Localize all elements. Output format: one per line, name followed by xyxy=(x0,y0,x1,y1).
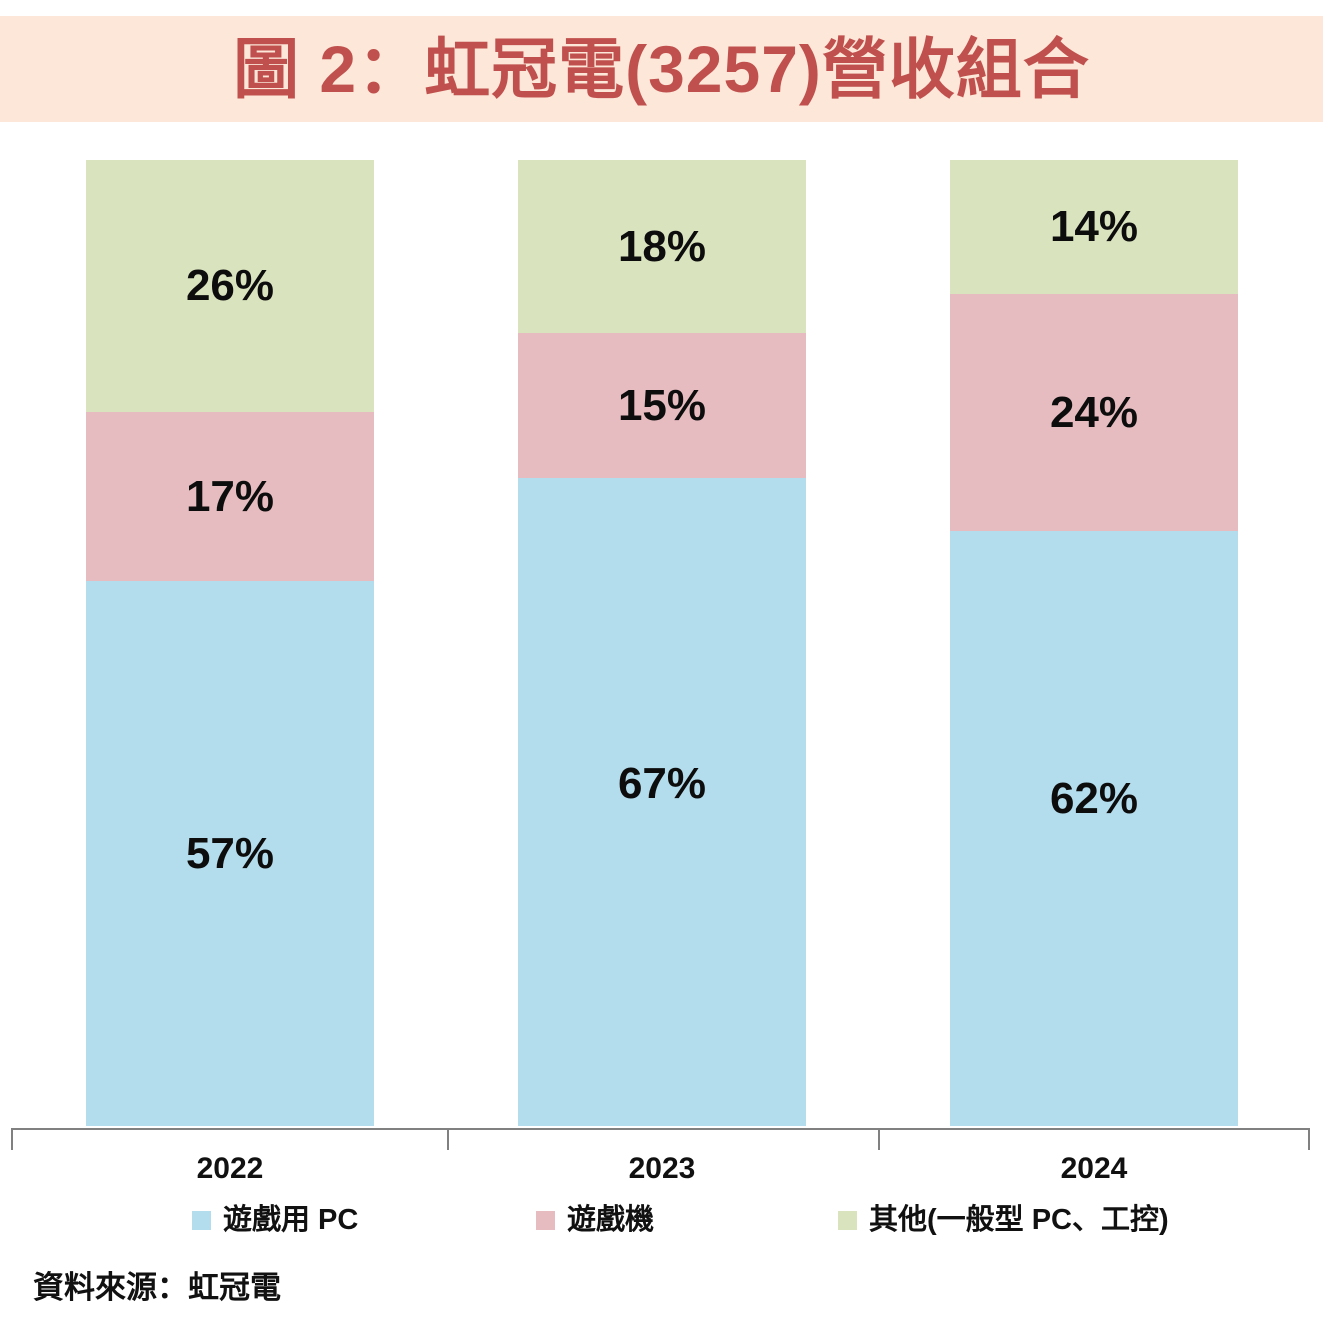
bar-segment-label: 57% xyxy=(185,828,275,878)
x-axis-tick-start xyxy=(11,1128,13,1150)
x-axis-tick-1 xyxy=(447,1128,449,1150)
bar-group-2023: 18% 15% 67% xyxy=(518,160,806,1126)
bar-segment-console-2024[interactable]: 24% xyxy=(950,294,1238,531)
title-banner: 圖 2：虹冠電(3257)營收組合 xyxy=(0,16,1323,122)
legend-swatch-icon xyxy=(838,1211,857,1230)
bar-segment-other-2023[interactable]: 18% xyxy=(518,160,806,333)
bar-segment-label: 67% xyxy=(617,759,707,808)
chart-plot-area: 26% 17% 57% 18% 15% 67% 14% 24% 62% xyxy=(0,122,1323,1132)
legend-item-gaming-pc[interactable]: 遊戲用 PC xyxy=(192,1206,358,1235)
chart-legend: 遊戲用 PC 遊戲機 其他(一般型 PC、工控) xyxy=(0,1206,1323,1248)
bar-segment-label: 17% xyxy=(185,471,275,521)
legend-item-label: 遊戲用 PC xyxy=(223,1204,359,1236)
bar-group-2022: 26% 17% 57% xyxy=(86,160,374,1126)
bar-segment-other-2022[interactable]: 26% xyxy=(86,160,374,412)
bar-segment-gamingpc-2023[interactable]: 67% xyxy=(518,478,806,1126)
bar-segment-label: 14% xyxy=(1049,202,1139,251)
legend-item-game-console[interactable]: 遊戲機 xyxy=(536,1206,654,1235)
bar-segment-label: 15% xyxy=(617,380,707,430)
x-axis-label-2022: 2022 xyxy=(196,1152,264,1185)
bar-segment-gamingpc-2024[interactable]: 62% xyxy=(950,531,1238,1126)
bar-segment-label: 18% xyxy=(617,221,707,271)
legend-item-label: 遊戲機 xyxy=(567,1204,655,1236)
x-axis-label-2023: 2023 xyxy=(628,1152,696,1185)
legend-swatch-icon xyxy=(536,1211,555,1230)
bar-segment-console-2023[interactable]: 15% xyxy=(518,333,806,478)
bar-segment-gamingpc-2022[interactable]: 57% xyxy=(86,581,374,1126)
x-axis-label-2024: 2024 xyxy=(1060,1152,1128,1185)
source-note: 資料來源：虹冠電 xyxy=(33,1270,281,1305)
x-axis-line xyxy=(11,1128,1310,1130)
x-axis-tick-2 xyxy=(878,1128,880,1150)
bar-segment-other-2024[interactable]: 14% xyxy=(950,160,1238,294)
bar-segment-label: 62% xyxy=(1049,773,1139,823)
bar-segment-label: 24% xyxy=(1049,387,1139,437)
bar-segment-console-2022[interactable]: 17% xyxy=(86,412,374,581)
legend-item-other[interactable]: 其他(一般型 PC、工控) xyxy=(838,1206,1169,1235)
page-title: 圖 2：虹冠電(3257)營收組合 xyxy=(233,32,1090,106)
legend-item-label: 其他(一般型 PC、工控) xyxy=(869,1204,1169,1236)
x-axis-tick-end xyxy=(1308,1128,1310,1150)
legend-swatch-icon xyxy=(192,1211,211,1230)
bar-group-2024: 14% 24% 62% xyxy=(950,160,1238,1126)
bar-segment-label: 26% xyxy=(185,261,275,310)
